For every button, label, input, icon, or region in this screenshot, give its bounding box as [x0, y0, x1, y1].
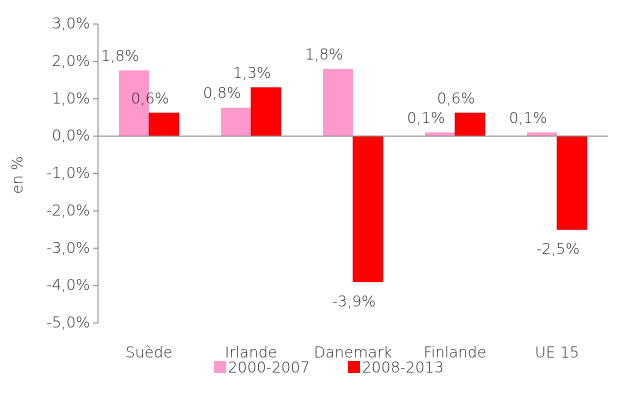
bar: [221, 107, 251, 137]
y-tick-label: 1,0%: [52, 89, 90, 107]
value-label: 0,1%: [509, 109, 547, 127]
value-label: 1,3%: [233, 64, 271, 82]
x-tick-label: Danemark: [314, 344, 392, 362]
bar: [148, 112, 180, 137]
bar: [556, 135, 588, 230]
legend-label: 2000-2007: [228, 359, 310, 377]
value-label: 1,8%: [101, 47, 139, 65]
x-tick-label: Finlande: [424, 344, 487, 362]
value-label: -2,5%: [536, 240, 580, 258]
y-tick-label: 3,0%: [52, 15, 90, 33]
y-tick-label: -3,0%: [46, 239, 90, 257]
legend-label: 2008-2013: [362, 359, 444, 377]
legend-swatch: [214, 361, 226, 373]
bar: [119, 70, 149, 137]
y-tick-label: 2,0%: [52, 52, 90, 70]
bar: [454, 112, 486, 137]
y-tick-label: 0,0%: [52, 127, 90, 145]
value-label: 0,8%: [203, 84, 241, 102]
y-tick-label: -4,0%: [46, 276, 90, 294]
value-label: 1,8%: [305, 45, 343, 63]
bar: [323, 68, 353, 137]
y-tick-label: -2,0%: [46, 201, 90, 219]
y-tick-label: -1,0%: [46, 164, 90, 182]
legend-swatch: [348, 361, 360, 373]
value-label: -3,9%: [332, 292, 376, 310]
x-tick-label: Suède: [125, 344, 172, 362]
value-label: 0,1%: [407, 109, 445, 127]
value-label: 0,6%: [131, 89, 169, 107]
y-tick-label: -5,0%: [46, 314, 90, 332]
x-tick-label: Irlande: [225, 344, 277, 362]
y-axis-label: en %: [9, 156, 27, 194]
bar: [527, 132, 557, 137]
x-tick-label: UE 15: [535, 344, 579, 362]
value-label: 0,6%: [437, 89, 475, 107]
bar: [250, 87, 282, 137]
bar: [352, 135, 384, 283]
bar: [425, 132, 455, 137]
